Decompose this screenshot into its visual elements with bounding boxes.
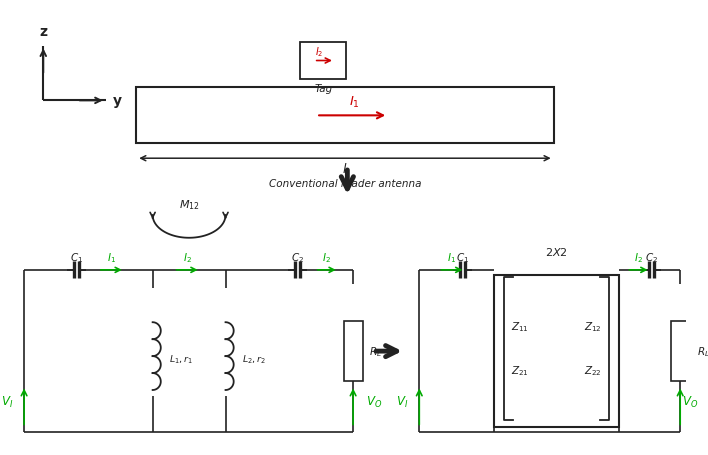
Text: $V_O$: $V_O$	[366, 394, 382, 409]
Text: $I_2$: $I_2$	[183, 250, 192, 264]
Text: $C_1$: $C_1$	[70, 250, 84, 264]
Text: $I_1$: $I_1$	[447, 250, 457, 264]
Bar	[343, 322, 362, 381]
Text: $2X2$: $2X2$	[545, 245, 568, 258]
Text: $V_I$: $V_I$	[396, 394, 408, 409]
Bar	[137, 88, 554, 144]
Text: $Z_{21}$: $Z_{21}$	[511, 363, 529, 377]
Text: $Z_{12}$: $Z_{12}$	[584, 319, 602, 333]
Text: $R_L$: $R_L$	[697, 344, 708, 358]
Bar	[300, 42, 346, 80]
Text: $V_O$: $V_O$	[682, 394, 698, 409]
Text: $R_L$: $R_L$	[370, 344, 382, 358]
Text: $C_2$: $C_2$	[291, 250, 304, 264]
Text: $L_1,r_1$: $L_1,r_1$	[169, 353, 193, 365]
Text: $V_I$: $V_I$	[1, 394, 13, 409]
Text: $I_1$: $I_1$	[349, 95, 360, 110]
Text: $I_2$: $I_2$	[322, 250, 331, 264]
Text: $C_2$: $C_2$	[645, 250, 658, 264]
Bar	[670, 322, 690, 381]
Text: Tag: Tag	[314, 84, 333, 94]
Bar	[494, 275, 619, 427]
Text: z: z	[39, 25, 47, 39]
Text: $l$: $l$	[342, 162, 348, 176]
Text: $I_1$: $I_1$	[107, 250, 116, 264]
Text: $I_2$: $I_2$	[634, 250, 642, 264]
Text: $Z_{11}$: $Z_{11}$	[511, 319, 529, 333]
Text: $Z_{22}$: $Z_{22}$	[584, 363, 602, 377]
Text: Conventional reader antenna: Conventional reader antenna	[269, 179, 421, 189]
Text: $L_2,r_2$: $L_2,r_2$	[242, 353, 266, 365]
Text: $M_{12}$: $M_{12}$	[178, 197, 200, 212]
Text: $I_2$: $I_2$	[315, 46, 324, 59]
Text: $C_1$: $C_1$	[456, 250, 469, 264]
Text: y: y	[113, 94, 122, 108]
